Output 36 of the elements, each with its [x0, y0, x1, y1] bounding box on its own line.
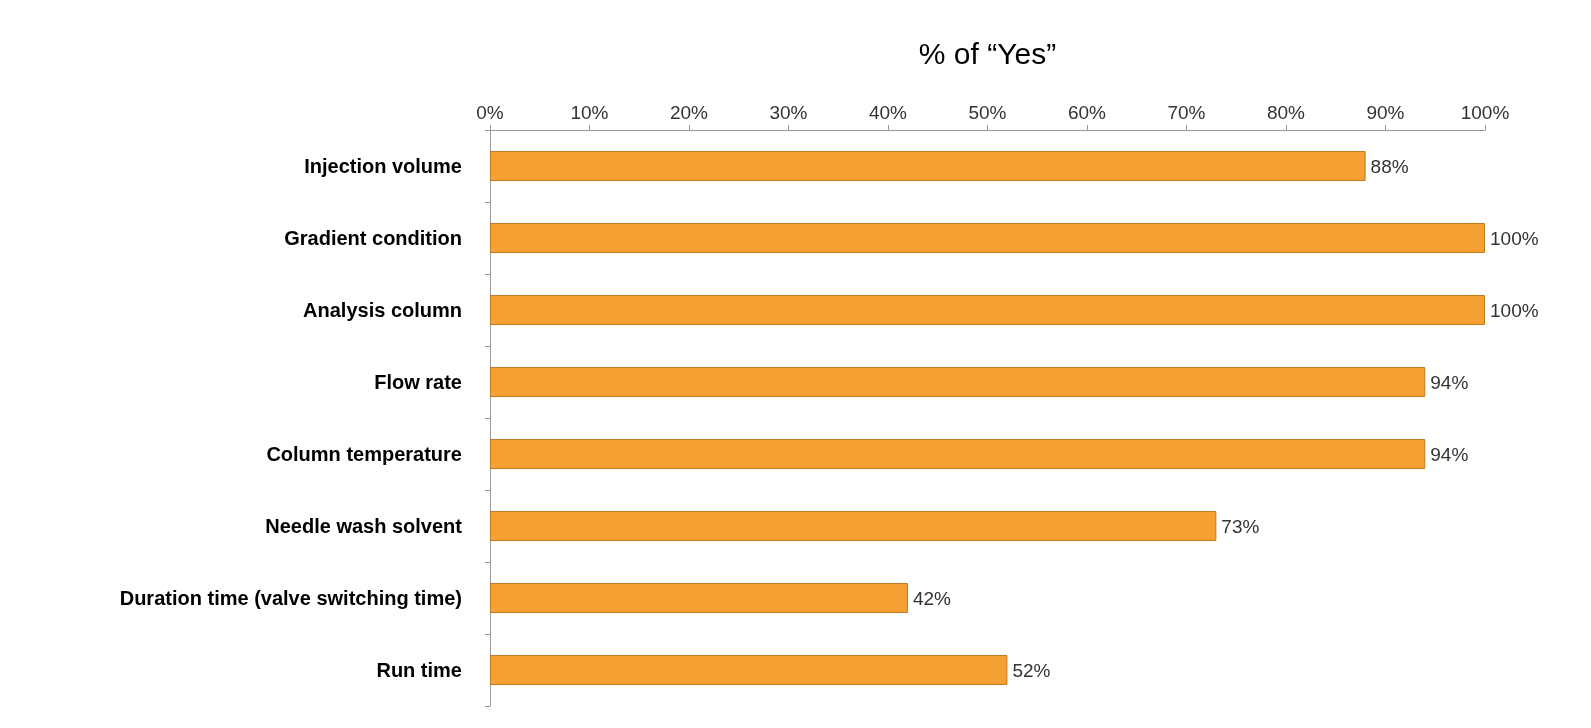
data-label: 42%: [912, 587, 952, 609]
x-axis-title: % of “Yes”: [918, 36, 1057, 70]
bar: [490, 295, 1485, 325]
data-label: 100%: [1490, 299, 1539, 321]
y-tick-label: Flow rate: [374, 371, 462, 393]
x-tick-label: 10%: [570, 102, 609, 123]
y-tick-label: Gradient condition: [284, 227, 462, 249]
y-tick-label: Column temperature: [266, 443, 462, 465]
x-tick-label: 70%: [1167, 102, 1206, 123]
data-label: 52%: [1012, 659, 1051, 681]
y-tick-label: Duration time (valve switching time): [119, 587, 462, 609]
x-tick-label: 80%: [1266, 102, 1306, 123]
x-tick-label: 60%: [1067, 102, 1107, 123]
bar: [490, 367, 1426, 397]
x-tick-label: 40%: [868, 102, 908, 123]
bar: [490, 655, 1008, 685]
x-tick-label: 30%: [769, 102, 808, 123]
bar: [490, 151, 1366, 181]
x-tick-label: 0%: [476, 102, 504, 123]
bar: [490, 511, 1217, 541]
x-tick-label: 90%: [1366, 102, 1405, 123]
bar: [490, 223, 1485, 253]
y-tick-label: Needle wash solvent: [265, 515, 463, 537]
y-tick-label: Injection volume: [304, 155, 462, 177]
x-tick-label: 50%: [968, 102, 1007, 123]
data-label: 73%: [1221, 515, 1260, 537]
x-tick-label: 20%: [669, 102, 709, 123]
bar: [490, 583, 908, 613]
data-label: 88%: [1370, 155, 1409, 177]
data-label: 100%: [1490, 227, 1539, 249]
bar: [490, 439, 1426, 469]
y-tick-label: Analysis column: [303, 299, 462, 321]
x-tick-label: 100%: [1460, 102, 1510, 123]
y-tick-label: Run time: [376, 659, 462, 681]
data-label: 94%: [1430, 443, 1469, 465]
data-label: 94%: [1430, 371, 1469, 393]
